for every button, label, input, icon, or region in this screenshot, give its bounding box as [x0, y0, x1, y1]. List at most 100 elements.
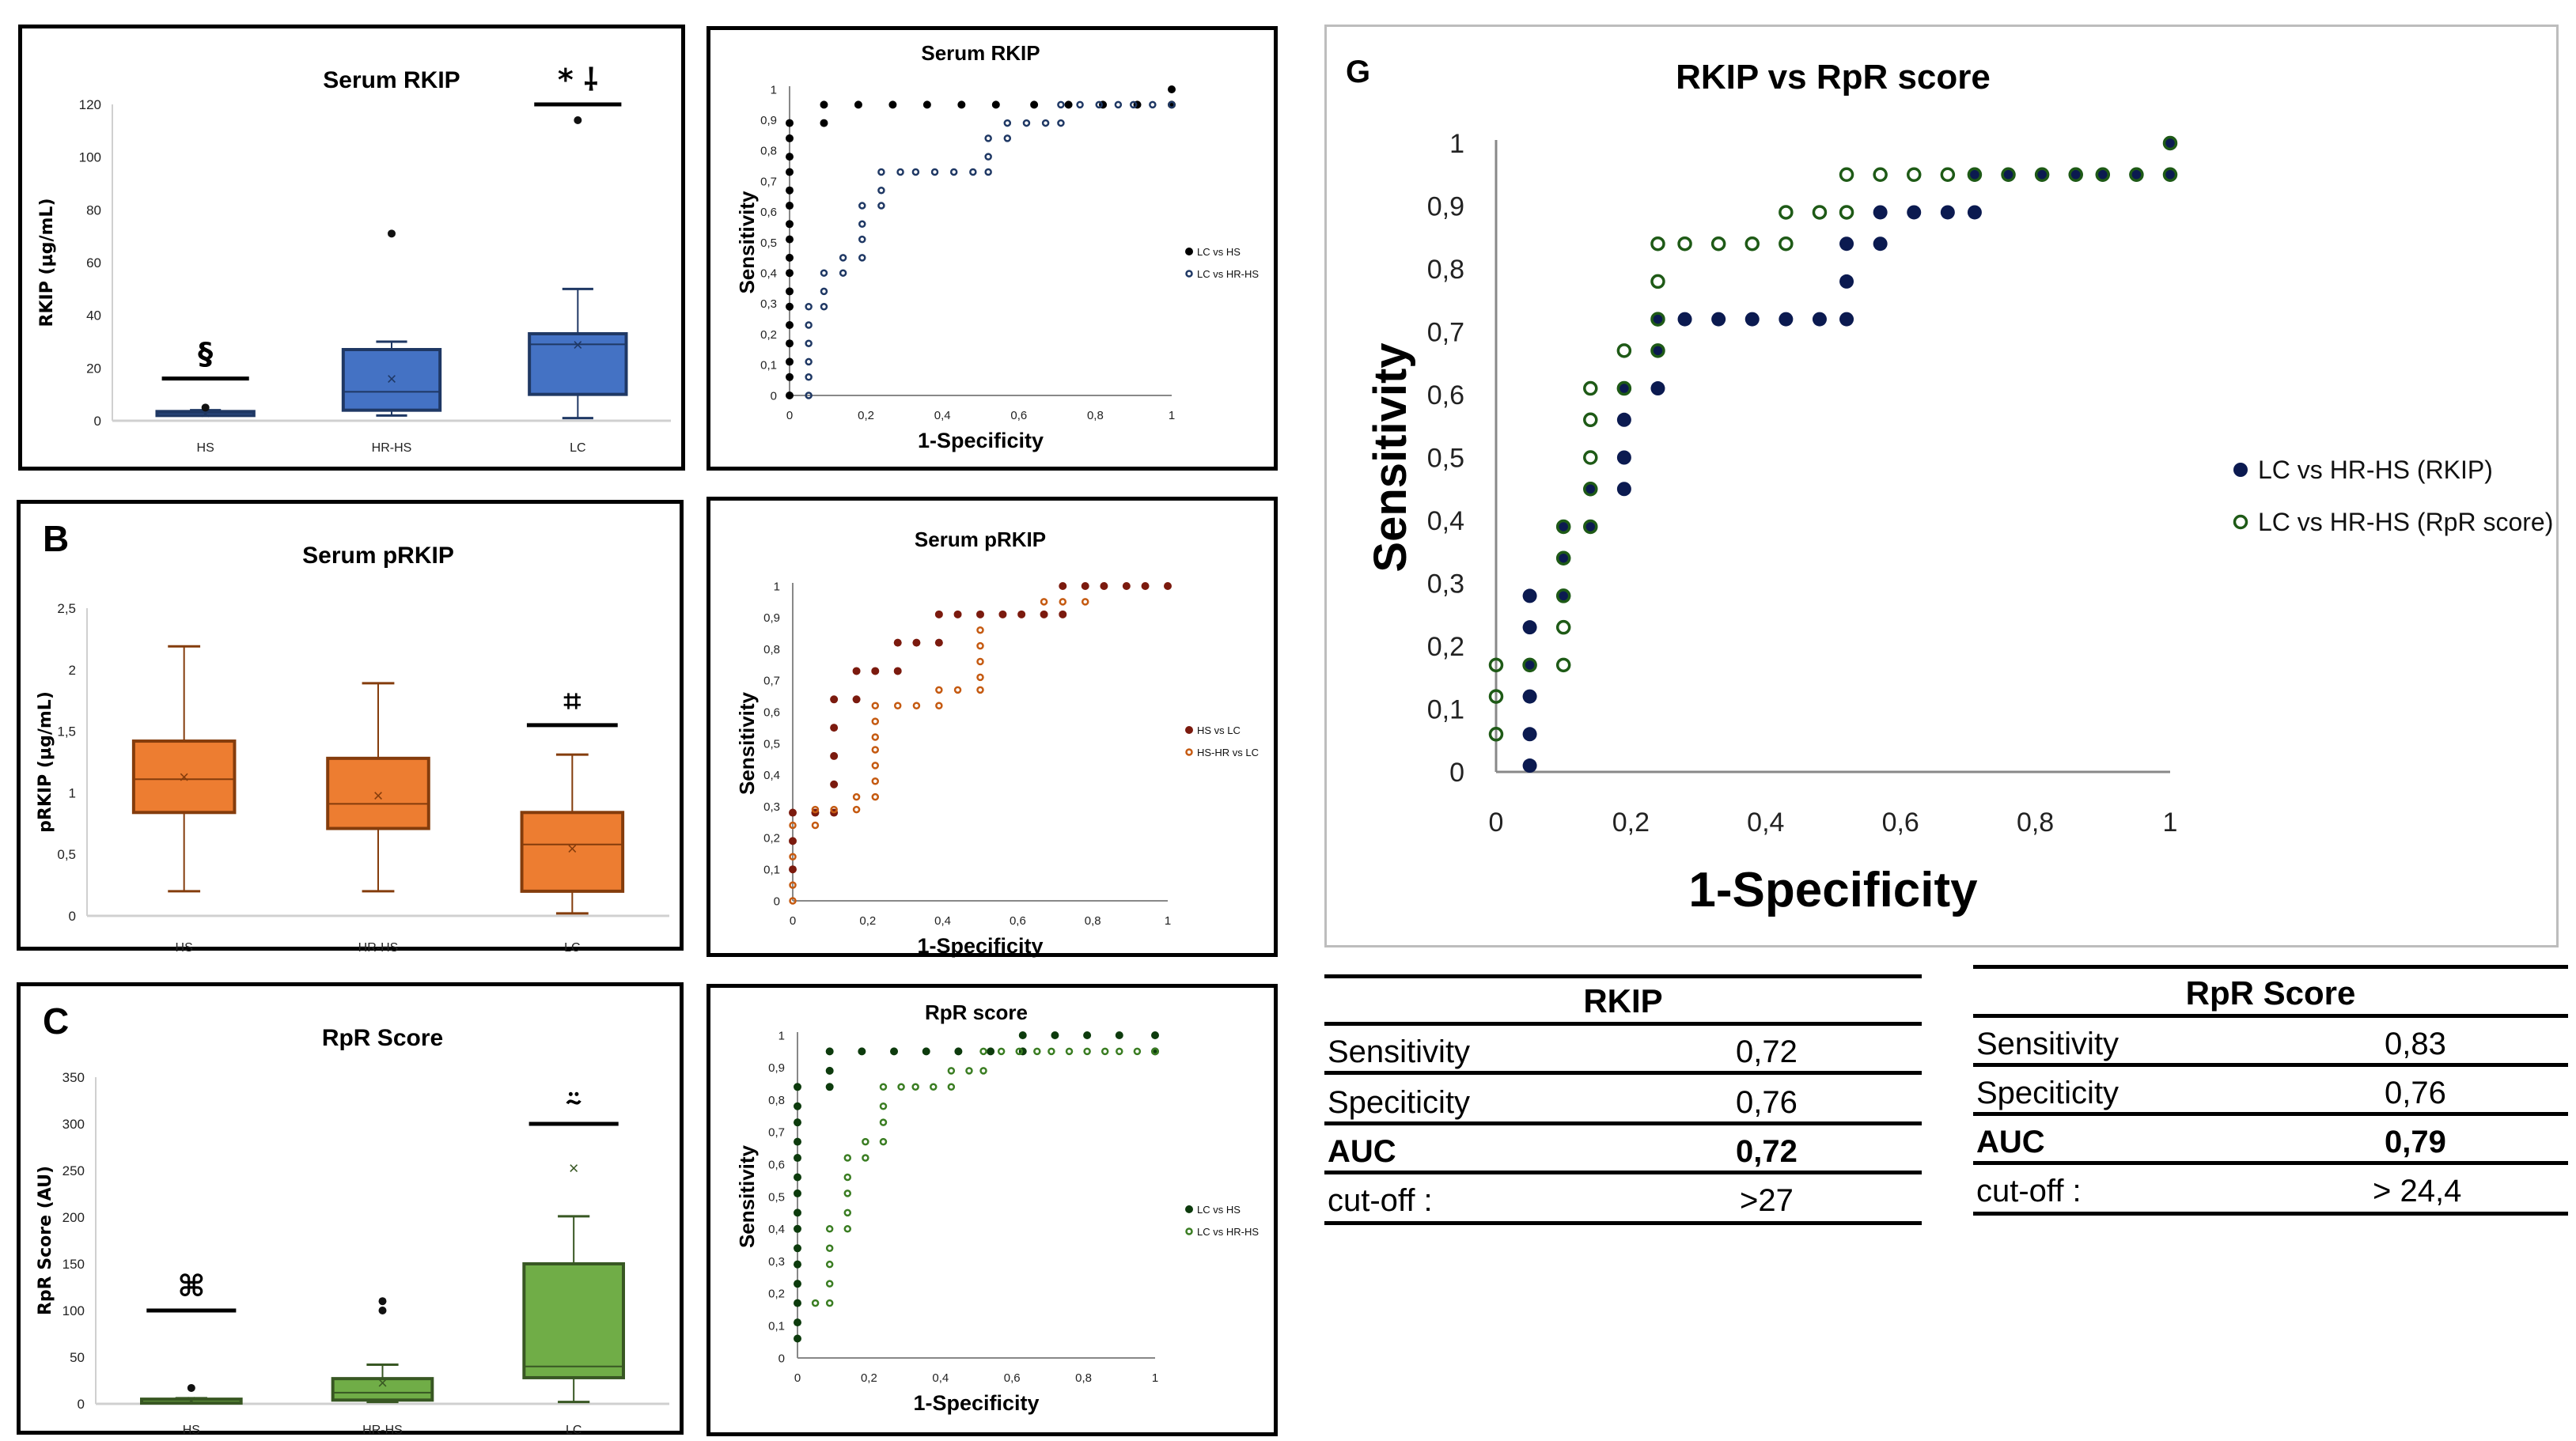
- box-iqr: [131, 739, 237, 815]
- data-point: [1129, 100, 1138, 109]
- data-point: [1555, 519, 1571, 535]
- data-point: [897, 1083, 905, 1091]
- data-point: [852, 667, 861, 675]
- x-tick-label: 0,8: [1075, 1371, 1092, 1385]
- data-point: [871, 746, 880, 754]
- panel-c-rpr-score-boxplot: RpR Score C 0 50 100 150 200 250 300 350 RpR Score…: [17, 982, 684, 1437]
- data-point: [1677, 312, 1692, 327]
- data-point: [862, 1154, 869, 1162]
- y-axis-label: Sensitivity: [735, 191, 759, 294]
- x-tick-label: LC: [566, 1424, 581, 1437]
- data-point: [893, 702, 902, 709]
- data-point: [1522, 727, 1537, 742]
- data-point: [1168, 85, 1176, 93]
- data-point: [877, 186, 885, 195]
- x-tick-label: 1: [2163, 807, 2178, 838]
- x-tick-label: 1: [1169, 409, 1175, 422]
- data-point: [922, 1047, 930, 1056]
- data-point: [2068, 167, 2083, 182]
- table-row-label: Sensitivity: [1976, 1027, 2120, 1061]
- data-point: [930, 168, 939, 176]
- data-point: [984, 134, 992, 142]
- data-point: [871, 733, 880, 741]
- y-tick-label: 0,2: [1427, 632, 1464, 662]
- data-point: [911, 1083, 919, 1091]
- table-row-label: cut-off :: [1976, 1174, 2082, 1208]
- table-row-value: 0,76: [1736, 1085, 1798, 1120]
- data-point: [1839, 167, 1854, 182]
- data-point: [1555, 588, 1571, 603]
- data-point: [789, 865, 797, 874]
- data-point: [1151, 1031, 1159, 1039]
- data-point: [2129, 167, 2144, 182]
- rpr-score-metrics-table: RpR Score Sensitivity 0,83 Speciticity 0…: [1973, 965, 2568, 1226]
- x-tick-label: 1: [1152, 1371, 1158, 1385]
- data-point: [1059, 610, 1067, 618]
- data-point: [1149, 100, 1157, 109]
- table-rule: [1973, 1212, 2568, 1216]
- x-tick-label: 0,6: [1010, 409, 1027, 422]
- y-tick-label: 80: [86, 202, 101, 217]
- data-point: [1522, 689, 1537, 704]
- y-tick-label: 0,3: [763, 800, 780, 814]
- data-point: [953, 610, 962, 618]
- data-point: [843, 1154, 852, 1162]
- y-tick-label: 0: [94, 414, 101, 429]
- x-tick-label: HS: [197, 441, 214, 455]
- table-row-value: >27: [1740, 1183, 1794, 1218]
- data-point: [1873, 205, 1888, 220]
- data-point: [786, 186, 794, 195]
- legend-label: LC vs HR-HS: [1197, 1226, 1259, 1238]
- mean-marker: ×: [567, 838, 578, 858]
- data-point: [830, 780, 839, 789]
- data-point: [1839, 236, 1854, 252]
- outlier-point: [574, 116, 582, 124]
- data-point: [1081, 598, 1089, 606]
- data-point: [1839, 312, 1854, 327]
- data-point: [984, 168, 992, 176]
- panel-b-serum-prkip-boxplot: Serum pRKIP B 0 0,5 1 1,5 2 2,5 pRKIP (µg/mL) HS ×…: [17, 500, 684, 955]
- table-rule: [1973, 1112, 2568, 1116]
- y-tick-label: 0,2: [763, 832, 780, 845]
- data-point: [794, 1224, 801, 1233]
- table-row-label: AUC: [1328, 1134, 1396, 1169]
- y-tick-label: 120: [79, 97, 101, 112]
- chart-title: Serum RKIP: [323, 67, 460, 93]
- data-point: [953, 686, 962, 694]
- data-point: [1583, 450, 1598, 465]
- data-point: [794, 1280, 801, 1288]
- data-point: [976, 686, 984, 694]
- x-tick-label: 0,8: [2017, 807, 2054, 838]
- data-point: [1051, 1031, 1059, 1039]
- data-point: [858, 1047, 866, 1056]
- data-point: [1839, 274, 1854, 289]
- x-tick-label: 0,4: [934, 914, 951, 928]
- panel-label: G: [1346, 55, 1370, 89]
- data-point: [820, 269, 828, 277]
- box-iqr: [331, 1377, 434, 1402]
- y-tick-label: 0,7: [760, 175, 777, 188]
- data-point: [794, 1318, 801, 1327]
- table-row-value: 0,83: [2385, 1027, 2446, 1061]
- data-point: [871, 702, 880, 709]
- data-point: [1083, 1031, 1092, 1039]
- data-point: [922, 100, 931, 109]
- x-axis-label: 1-Specificity: [918, 429, 1044, 452]
- table-row-label: cut-off :: [1328, 1183, 1433, 1218]
- x-tick-label: 0,6: [1004, 1371, 1021, 1385]
- data-point: [1151, 1047, 1159, 1056]
- chart-svg: Serum RKIP 0 0,1 0,2 0,3 0,4 0,5 0,6 0,7 0,8 0,9 1 0…: [735, 41, 1259, 452]
- x-tick-label: LC: [564, 941, 580, 955]
- data-point: [858, 202, 866, 210]
- data-point: [893, 638, 902, 647]
- legend-marker: [2233, 463, 2248, 477]
- data-point: [1779, 205, 1794, 220]
- legend-marker: [1185, 726, 1193, 734]
- data-point: [805, 339, 813, 347]
- y-tick-label: 100: [63, 1303, 85, 1318]
- data-point: [789, 821, 797, 830]
- data-point: [786, 119, 794, 127]
- data-point: [1583, 412, 1598, 428]
- y-tick-label: 0,9: [1427, 191, 1464, 221]
- y-tick-label: 1: [69, 785, 76, 800]
